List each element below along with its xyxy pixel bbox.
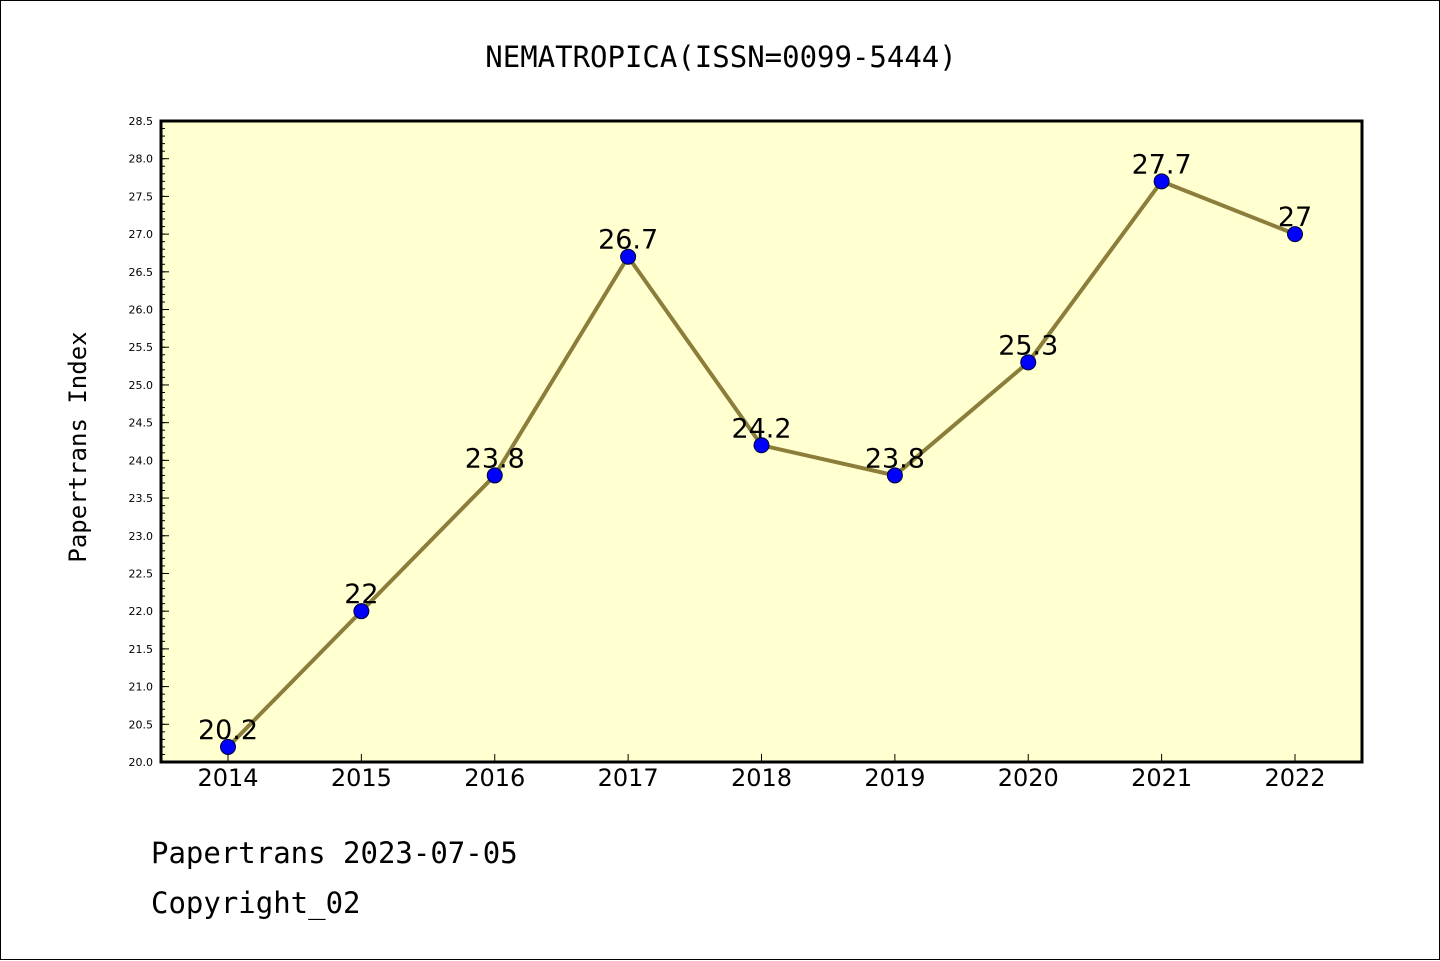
data-label: 22 (344, 579, 378, 610)
y-tick-label: 28.0 (129, 153, 154, 166)
y-tick-label: 22.0 (129, 605, 154, 618)
data-point (620, 248, 637, 265)
data-point (1153, 173, 1170, 190)
data-label: 24.2 (731, 413, 791, 444)
data-point (1020, 354, 1037, 371)
series-layer: 20.2 22 23.8 26.7 24.2 23.8 25.3 27.7 27 (198, 149, 1312, 755)
data-label: 27.7 (1132, 149, 1192, 180)
x-tick-label: 2022 (1264, 764, 1325, 792)
y-tick-label: 24.0 (129, 454, 154, 467)
y-tick-label: 27.0 (129, 228, 154, 241)
y-tick-label: 24.5 (129, 417, 154, 430)
data-point (886, 467, 903, 484)
data-label: 23.8 (865, 443, 925, 474)
data-point (220, 738, 236, 755)
y-axis-label: Papertrans Index (64, 331, 92, 562)
y-tick-label: 22.5 (129, 567, 154, 580)
y-tick-label: 28.5 (129, 115, 154, 128)
data-label: 26.7 (598, 225, 658, 256)
y-tick-label: 27.5 (129, 190, 154, 203)
y-tick-label: 26.0 (129, 304, 154, 317)
x-tick-label: 2018 (731, 764, 792, 792)
y-tick-label: 23.0 (129, 530, 154, 543)
data-label: 25.3 (998, 330, 1058, 361)
x-axis-ticks: 2014 2015 2016 2017 2018 2019 2020 2021 2022 (197, 754, 1326, 792)
y-tick-label: 21.5 (129, 643, 154, 656)
y-tick-label: 23.5 (129, 492, 154, 505)
data-point (353, 603, 370, 620)
data-label: 20.2 (198, 715, 258, 746)
y-tick-label: 20.5 (129, 718, 154, 731)
x-tick-label: 2021 (1131, 764, 1192, 792)
x-tick-label: 2020 (998, 764, 1059, 792)
footer-copyright: Copyright_02 (151, 886, 361, 920)
data-point (486, 467, 503, 484)
x-tick-label: 2019 (864, 764, 925, 792)
chart-title: NEMATROPICA(ISSN=0099-5444) (485, 40, 956, 74)
y-tick-label: 20.0 (129, 756, 154, 769)
x-tick-label: 2014 (197, 764, 258, 792)
y-tick-label: 21.0 (129, 681, 154, 694)
y-tick-label: 26.5 (129, 266, 154, 279)
y-tick-label: 25.5 (129, 341, 154, 354)
y-tick-label: 25.0 (129, 379, 154, 392)
data-label: 27 (1278, 202, 1312, 233)
x-tick-label: 2017 (598, 764, 659, 792)
data-point (1287, 226, 1303, 243)
y-axis-ticks: 20.0 20.5 21.0 21.5 22.0 22.5 23.0 23.5 24.0 24.5… (129, 115, 169, 769)
data-label: 23.8 (465, 443, 525, 474)
data-point (753, 437, 770, 454)
footer-date: Papertrans 2023-07-05 (151, 836, 518, 870)
x-tick-label: 2016 (464, 764, 525, 792)
x-tick-label: 2015 (331, 764, 392, 792)
